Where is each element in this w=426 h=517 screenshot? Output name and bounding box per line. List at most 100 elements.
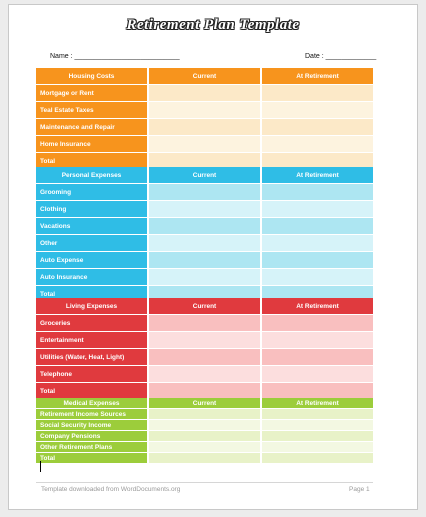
row-label: Total xyxy=(36,153,147,169)
retirement-value-cell[interactable] xyxy=(262,409,373,419)
section-header-row: Housing Costs Current At Retirement xyxy=(36,68,373,84)
table-row: Social Security Income xyxy=(36,420,373,430)
retirement-value-cell[interactable] xyxy=(262,383,373,399)
column-header-retirement: At Retirement xyxy=(262,298,373,314)
column-header-current: Current xyxy=(149,68,260,84)
row-label: Vacations xyxy=(36,218,147,234)
column-header-retirement: At Retirement xyxy=(262,68,373,84)
retirement-value-cell[interactable] xyxy=(262,252,373,268)
page-title: Retirement Plan Template xyxy=(126,17,300,33)
table-row: Total xyxy=(36,383,373,399)
row-label: Entertainment xyxy=(36,332,147,348)
current-value-cell[interactable] xyxy=(149,119,260,135)
retirement-value-cell[interactable] xyxy=(262,85,373,101)
table-row: Teal Estate Taxes xyxy=(36,102,373,118)
current-value-cell[interactable] xyxy=(149,218,260,234)
row-label: Auto Expense xyxy=(36,252,147,268)
retirement-value-cell[interactable] xyxy=(262,315,373,331)
row-label: Home Insurance xyxy=(36,136,147,152)
table-row: Mortgage or Rent xyxy=(36,85,373,101)
section-personal: Personal Expenses Current At Retirement Gro… xyxy=(36,167,373,303)
section-header-label: Personal Expenses xyxy=(36,167,147,183)
current-value-cell[interactable] xyxy=(149,366,260,382)
column-header-current: Current xyxy=(149,298,260,314)
column-header-current: Current xyxy=(149,167,260,183)
table-row: Home Insurance xyxy=(36,136,373,152)
row-label: Total xyxy=(36,383,147,399)
current-value-cell[interactable] xyxy=(149,453,260,463)
retirement-value-cell[interactable] xyxy=(262,201,373,217)
table-row: Retirement Income Sources xyxy=(36,409,373,419)
table-row: Groceries xyxy=(36,315,373,331)
table-row: Vacations xyxy=(36,218,373,234)
current-value-cell[interactable] xyxy=(149,201,260,217)
retirement-value-cell[interactable] xyxy=(262,269,373,285)
row-label: Social Security Income xyxy=(36,420,147,430)
table-row: Utilities (Water, Heat, Light) xyxy=(36,349,373,365)
table-row: Total xyxy=(36,153,373,169)
retirement-value-cell[interactable] xyxy=(262,119,373,135)
table-row: Total xyxy=(36,453,373,463)
table-row: Maintenance and Repair xyxy=(36,119,373,135)
retirement-value-cell[interactable] xyxy=(262,332,373,348)
current-value-cell[interactable] xyxy=(149,184,260,200)
retirement-value-cell[interactable] xyxy=(262,366,373,382)
date-field[interactable]: Date : _____________ xyxy=(305,53,377,60)
retirement-value-cell[interactable] xyxy=(262,420,373,430)
section-housing: Housing Costs Current At Retirement Mortgag… xyxy=(36,68,373,170)
current-value-cell[interactable] xyxy=(149,85,260,101)
section-header-label: Medical Expenses xyxy=(36,398,147,408)
column-header-current: Current xyxy=(149,398,260,408)
retirement-value-cell[interactable] xyxy=(262,153,373,169)
current-value-cell[interactable] xyxy=(149,153,260,169)
name-field[interactable]: Name : ___________________________ xyxy=(50,53,180,60)
current-value-cell[interactable] xyxy=(149,442,260,452)
current-value-cell[interactable] xyxy=(149,349,260,365)
current-value-cell[interactable] xyxy=(149,315,260,331)
section-header-label: Living Expenses xyxy=(36,298,147,314)
table-row: Other xyxy=(36,235,373,251)
column-header-retirement: At Retirement xyxy=(262,167,373,183)
current-value-cell[interactable] xyxy=(149,409,260,419)
footer-source: Template downloaded from WordDocuments.o… xyxy=(41,486,181,493)
retirement-value-cell[interactable] xyxy=(262,349,373,365)
current-value-cell[interactable] xyxy=(149,102,260,118)
current-value-cell[interactable] xyxy=(149,431,260,441)
table-row: Auto Insurance xyxy=(36,269,373,285)
retirement-value-cell[interactable] xyxy=(262,136,373,152)
retirement-value-cell[interactable] xyxy=(262,235,373,251)
row-label: Grooming xyxy=(36,184,147,200)
current-value-cell[interactable] xyxy=(149,332,260,348)
retirement-value-cell[interactable] xyxy=(262,431,373,441)
row-label: Telephone xyxy=(36,366,147,382)
table-row: Clothing xyxy=(36,201,373,217)
row-label: Company Pensions xyxy=(36,431,147,441)
row-label: Other xyxy=(36,235,147,251)
retirement-value-cell[interactable] xyxy=(262,184,373,200)
table-row: Auto Expense xyxy=(36,252,373,268)
current-value-cell[interactable] xyxy=(149,252,260,268)
section-medical: Medical Expenses Current At Retirement Reti… xyxy=(36,398,373,464)
text-cursor xyxy=(40,461,41,472)
current-value-cell[interactable] xyxy=(149,136,260,152)
row-label: Mortgage or Rent xyxy=(36,85,147,101)
retirement-value-cell[interactable] xyxy=(262,218,373,234)
row-label: Teal Estate Taxes xyxy=(36,102,147,118)
current-value-cell[interactable] xyxy=(149,235,260,251)
retirement-value-cell[interactable] xyxy=(262,453,373,463)
table-row: Other Retirement Plans xyxy=(36,442,373,452)
footer-divider xyxy=(36,482,373,483)
table-row: Company Pensions xyxy=(36,431,373,441)
row-label: Maintenance and Repair xyxy=(36,119,147,135)
row-label: Other Retirement Plans xyxy=(36,442,147,452)
current-value-cell[interactable] xyxy=(149,269,260,285)
section-header-label: Housing Costs xyxy=(36,68,147,84)
row-label: Auto Insurance xyxy=(36,269,147,285)
current-value-cell[interactable] xyxy=(149,420,260,430)
retirement-value-cell[interactable] xyxy=(262,442,373,452)
retirement-value-cell[interactable] xyxy=(262,102,373,118)
row-label: Utilities (Water, Heat, Light) xyxy=(36,349,147,365)
table-row: Telephone xyxy=(36,366,373,382)
current-value-cell[interactable] xyxy=(149,383,260,399)
row-label: Retirement Income Sources xyxy=(36,409,147,419)
